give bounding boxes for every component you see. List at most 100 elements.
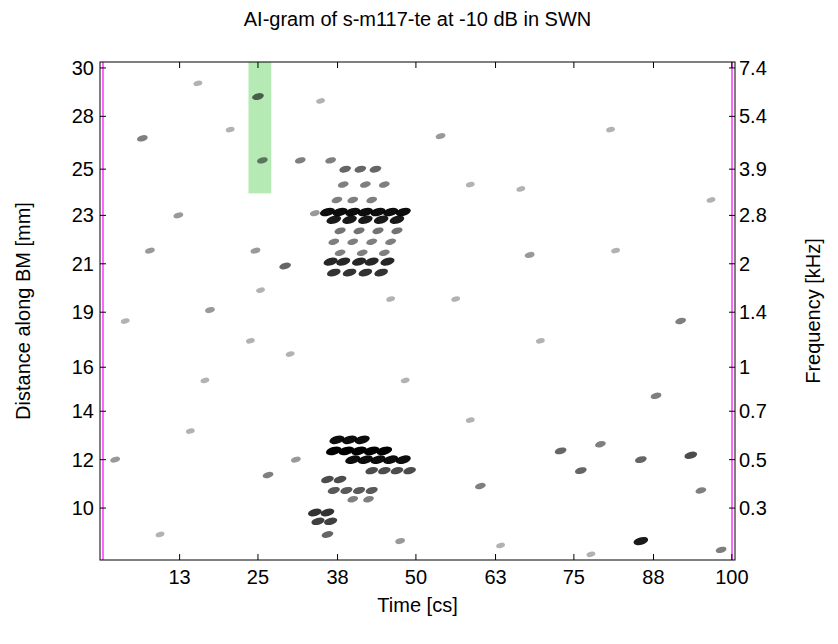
blob <box>365 466 379 476</box>
y2-tick <box>729 116 735 117</box>
y-tick <box>100 367 106 368</box>
y-tick-label: 23 <box>72 204 94 226</box>
blob <box>136 134 148 143</box>
blob <box>386 295 396 302</box>
y-tick-label: 21 <box>72 253 94 275</box>
blob <box>586 551 596 558</box>
blob <box>385 237 397 246</box>
y2-tick-label: 2.8 <box>739 204 767 226</box>
title: AI-gram of s-m117-te at -10 dB in SWN <box>244 8 592 30</box>
blob <box>331 196 343 205</box>
y-axis-title: Distance along BM [mm] <box>12 202 34 420</box>
blob <box>185 427 195 434</box>
blob <box>144 247 155 255</box>
y-tick <box>100 263 106 264</box>
blob <box>339 165 352 174</box>
blob <box>451 295 461 302</box>
blob <box>535 337 545 344</box>
x-tick <box>573 62 574 68</box>
x-tick <box>179 554 180 560</box>
blob <box>245 337 255 344</box>
blob <box>256 156 268 165</box>
x-tick-label: 75 <box>563 566 585 588</box>
edge-line <box>731 62 733 560</box>
y2-tick <box>729 263 735 264</box>
blob <box>341 214 357 225</box>
y2-tick <box>729 411 735 412</box>
y-tick-label: 12 <box>72 449 94 471</box>
x-tick <box>337 554 338 560</box>
blob <box>251 92 264 101</box>
y-tick-label: 19 <box>72 301 94 323</box>
blob <box>354 165 367 174</box>
blob <box>193 80 203 87</box>
highlight <box>248 62 271 193</box>
y-tick <box>100 67 106 68</box>
blob <box>395 454 412 466</box>
blob <box>366 196 378 205</box>
blob <box>307 507 322 518</box>
y-tick-label: 30 <box>72 57 94 79</box>
y-tick <box>100 459 106 460</box>
y-tick <box>100 411 106 412</box>
x-axis-title: Time [cs] <box>377 594 457 616</box>
blob <box>372 226 385 235</box>
blob <box>326 267 341 278</box>
x-tick-label: 38 <box>326 566 348 588</box>
blob <box>325 156 337 165</box>
blob <box>321 530 334 539</box>
y2-tick-label: 5.4 <box>739 105 767 127</box>
x-tick-label: 50 <box>405 566 427 588</box>
y-tick <box>100 169 106 170</box>
blob <box>320 507 335 518</box>
blob <box>347 237 359 246</box>
y2-axis-title: Frequency [kHz] <box>802 238 824 384</box>
blob <box>328 237 340 246</box>
blob <box>465 181 475 188</box>
blob <box>352 486 366 496</box>
blob <box>695 486 707 495</box>
x-tick <box>257 554 258 560</box>
blob <box>225 126 235 133</box>
blob <box>323 516 338 526</box>
y2-tick-label: 1.4 <box>739 301 767 323</box>
blob <box>365 486 379 496</box>
blob <box>327 486 341 496</box>
blob <box>633 535 649 546</box>
blob <box>315 97 325 104</box>
x-tick <box>495 62 496 68</box>
blob <box>120 317 130 324</box>
blob <box>110 456 121 464</box>
blob <box>675 317 687 326</box>
blob <box>342 267 357 278</box>
x-tick <box>653 554 654 560</box>
blob <box>366 237 378 246</box>
y2-tick <box>729 215 735 216</box>
blob <box>285 350 295 357</box>
x-tick <box>337 62 338 68</box>
blob <box>326 214 342 225</box>
x-tick-label: 13 <box>168 566 190 588</box>
blob <box>395 537 406 545</box>
x-tick-label: 25 <box>247 566 269 588</box>
y2-tick-label: 1 <box>739 356 750 378</box>
y-tick <box>100 312 106 313</box>
x-tick <box>731 62 732 68</box>
blob <box>574 466 587 475</box>
blob <box>155 531 165 538</box>
blob <box>373 214 389 225</box>
y-tick-label: 25 <box>72 158 94 180</box>
blob <box>354 434 371 446</box>
blob <box>611 247 621 254</box>
blob <box>390 466 404 476</box>
y2-tick <box>729 67 735 68</box>
y-tick-label: 28 <box>72 105 94 127</box>
blob <box>353 226 366 235</box>
y-tick-label: 14 <box>72 400 94 422</box>
marks <box>110 62 728 558</box>
blob <box>290 456 301 464</box>
blob <box>496 542 506 549</box>
y2-tick <box>729 508 735 509</box>
x-tick <box>573 554 574 560</box>
blob <box>376 445 394 457</box>
